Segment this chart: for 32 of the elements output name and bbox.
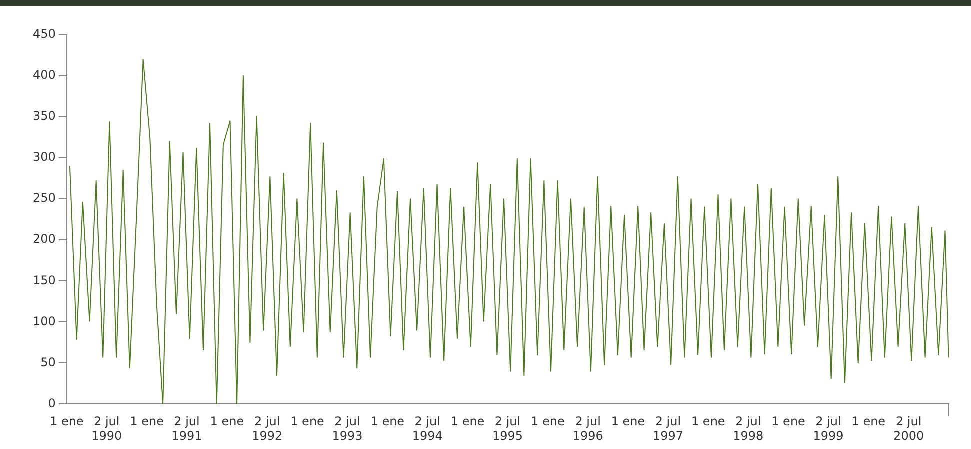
x-tick-label: 2 jul 1991 <box>172 414 202 443</box>
x-tick-label: 1 ene <box>450 414 485 429</box>
x-tick-label: 2 jul 1999 <box>813 414 844 443</box>
x-tick-label: 2 jul 1990 <box>92 414 122 443</box>
x-tick-label: 1 ene <box>50 414 84 429</box>
x-tick-label: 1 ene <box>611 414 646 429</box>
x-tick-label: 2 jul 1998 <box>733 414 764 443</box>
x-tick-label: 1 ene <box>290 414 324 429</box>
x-tick-label: 2 jul 1997 <box>652 414 684 443</box>
x-tick-label: 1 ene <box>691 414 726 429</box>
x-tick-label: 1 ene <box>530 414 565 429</box>
x-tick-label: 1 ene <box>852 414 886 429</box>
y-tick-label: 50 <box>40 355 56 370</box>
x-tick-label: 1 ene <box>130 414 164 429</box>
y-tick-label: 300 <box>33 150 56 164</box>
y-tick-label: 400 <box>33 68 56 82</box>
x-tick-label: 1 ene <box>772 414 806 429</box>
y-tick-label: 150 <box>33 273 56 288</box>
x-tick-label: 2 jul 1995 <box>492 414 524 443</box>
x-tick-label: 1 ene <box>370 414 405 429</box>
x-tick-label: 2 jul 2000 <box>894 414 924 443</box>
y-tick-label: 0 <box>48 396 56 410</box>
x-tick-label: 2 jul 1994 <box>412 414 443 443</box>
y-tick-label: 200 <box>33 232 56 246</box>
y-tick-label: 250 <box>33 191 56 206</box>
x-tick-label: 2 jul 1996 <box>572 414 604 443</box>
y-tick-label: 450 <box>33 27 56 42</box>
x-tick-label: 2 jul 1992 <box>252 414 283 443</box>
x-tick-label: 2 jul 1993 <box>332 414 363 443</box>
y-tick-label: 350 <box>33 109 56 124</box>
x-tick-label: 1 ene <box>210 414 244 429</box>
y-tick-label: 100 <box>33 314 56 328</box>
